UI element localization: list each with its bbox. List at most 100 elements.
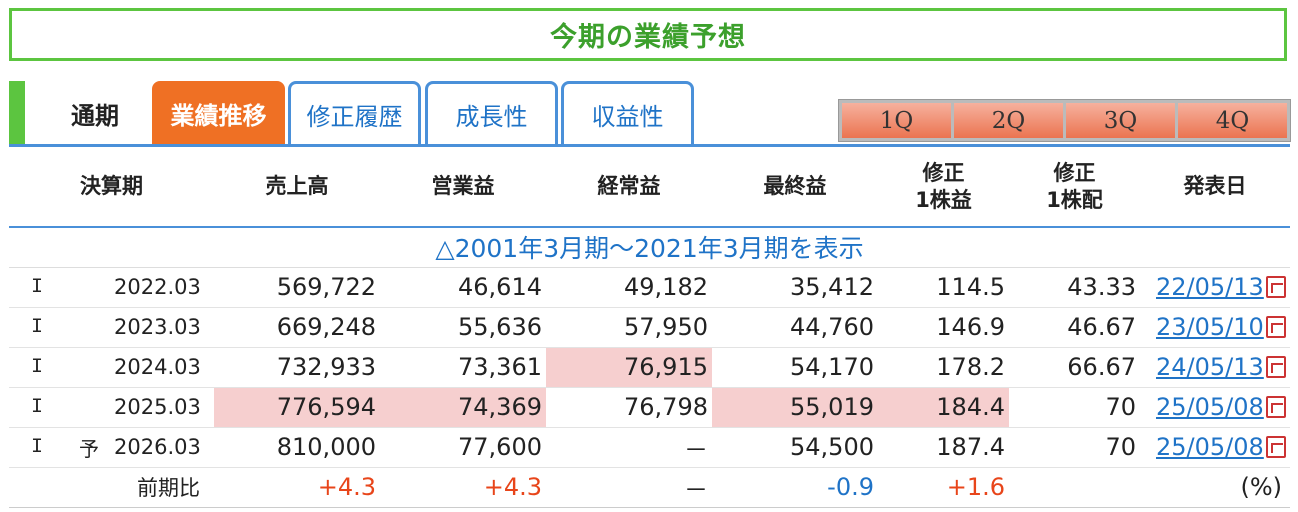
row-ordinary: 49,182 bbox=[546, 267, 712, 308]
row-eps: 114.5 bbox=[878, 267, 1009, 308]
header-net: 最終益 bbox=[712, 147, 878, 228]
row-kind: I bbox=[9, 387, 64, 428]
pdf-icon[interactable] bbox=[1265, 436, 1286, 458]
yoy-eps: +1.6 bbox=[878, 467, 1009, 508]
row-operating: 46,614 bbox=[380, 267, 546, 308]
row-kind: I bbox=[9, 267, 64, 308]
header-eps-line1: 修正 bbox=[922, 160, 965, 185]
header-period: 決算期 bbox=[9, 147, 214, 228]
header-operating: 営業益 bbox=[380, 147, 546, 228]
row-kind: I bbox=[9, 427, 64, 468]
title-box: 今期の業績予想 bbox=[9, 8, 1287, 61]
header-date: 発表日 bbox=[1140, 147, 1290, 228]
header-div: 修正 1株配 bbox=[1009, 147, 1140, 228]
expand-history-row: △2001年3月期〜2021年3月期を表示 bbox=[9, 227, 1290, 268]
header-div-line2: 1株配 bbox=[1046, 187, 1103, 212]
row-net: 54,500 bbox=[712, 427, 878, 468]
pdf-icon[interactable] bbox=[1265, 316, 1286, 338]
yoy-sales: +4.3 bbox=[214, 467, 380, 508]
page-title: 今期の業績予想 bbox=[550, 22, 746, 53]
table-row: I 2024.03 732,933 73,361 76,915 54,170 1… bbox=[9, 347, 1290, 388]
row-div: 70 bbox=[1009, 427, 1140, 468]
row-net: 54,170 bbox=[712, 347, 878, 388]
row-forecast-mark bbox=[64, 347, 114, 388]
row-eps: 184.4 bbox=[878, 387, 1009, 428]
row-ordinary: 57,950 bbox=[546, 307, 712, 348]
expand-history-link[interactable]: △2001年3月期〜2021年3月期を表示 bbox=[9, 227, 1290, 268]
quarter-button-3q[interactable]: 3Q bbox=[1066, 103, 1175, 138]
header-sales: 売上高 bbox=[214, 147, 380, 228]
yoy-net: -0.9 bbox=[712, 467, 878, 508]
row-date-cell: 23/05/10 bbox=[1140, 307, 1290, 348]
table-row: I 2023.03 669,248 55,636 57,950 44,760 1… bbox=[9, 307, 1290, 348]
row-eps: 178.2 bbox=[878, 347, 1009, 388]
row-forecast-mark bbox=[64, 267, 114, 308]
date-link[interactable]: 23/05/10 bbox=[1156, 313, 1264, 341]
row-date-cell: 25/05/08 bbox=[1140, 427, 1290, 468]
row-div: 46.67 bbox=[1009, 307, 1140, 348]
table-row: I 2025.03 776,594 74,369 76,798 55,019 1… bbox=[9, 387, 1290, 428]
header-eps-line2: 1株益 bbox=[915, 187, 972, 212]
row-eps: 187.4 bbox=[878, 427, 1009, 468]
row-operating: 74,369 bbox=[380, 387, 546, 428]
pdf-icon[interactable] bbox=[1265, 356, 1286, 378]
yoy-row: 前期比 +4.3 +4.3 － -0.9 +1.6 (%) bbox=[9, 467, 1290, 508]
table-header-row: 決算期 売上高 営業益 経常益 最終益 修正 1株益 修正 1株配 発表日 bbox=[9, 147, 1290, 228]
tab-tsuki[interactable]: 通期 bbox=[71, 101, 119, 130]
yoy-unit: (%) bbox=[1140, 467, 1290, 508]
tab-underline bbox=[9, 144, 1290, 147]
quarter-buttons: 1Q 2Q 3Q 4Q bbox=[838, 99, 1291, 142]
row-kind: I bbox=[9, 347, 64, 388]
quarter-button-1q[interactable]: 1Q bbox=[842, 103, 951, 138]
quarter-button-4q[interactable]: 4Q bbox=[1178, 103, 1287, 138]
tab-accent-bar bbox=[9, 81, 25, 145]
row-forecast-mark: 予 bbox=[64, 427, 114, 468]
row-div: 43.33 bbox=[1009, 267, 1140, 308]
row-period: 2025.03 bbox=[114, 387, 214, 428]
date-link[interactable]: 25/05/08 bbox=[1156, 393, 1264, 421]
row-ordinary: 76,915 bbox=[546, 347, 712, 388]
yoy-operating: +4.3 bbox=[380, 467, 546, 508]
row-div: 70 bbox=[1009, 387, 1140, 428]
row-date-cell: 24/05/13 bbox=[1140, 347, 1290, 388]
row-date-cell: 22/05/13 bbox=[1140, 267, 1290, 308]
row-net: 55,019 bbox=[712, 387, 878, 428]
date-link[interactable]: 24/05/13 bbox=[1156, 353, 1264, 381]
table-row: I 予 2026.03 810,000 77,600 － 54,500 187.… bbox=[9, 427, 1290, 468]
row-sales: 776,594 bbox=[214, 387, 380, 428]
row-forecast-mark bbox=[64, 307, 114, 348]
row-sales: 669,248 bbox=[214, 307, 380, 348]
yoy-label: 前期比 bbox=[9, 467, 214, 508]
row-forecast-mark bbox=[64, 387, 114, 428]
row-period: 2022.03 bbox=[114, 267, 214, 308]
header-div-line1: 修正 bbox=[1053, 160, 1096, 185]
row-div: 66.67 bbox=[1009, 347, 1140, 388]
header-ordinary: 経常益 bbox=[546, 147, 712, 228]
row-period: 2024.03 bbox=[114, 347, 214, 388]
row-net: 35,412 bbox=[712, 267, 878, 308]
row-operating: 73,361 bbox=[380, 347, 546, 388]
quarter-button-2q[interactable]: 2Q bbox=[954, 103, 1063, 138]
date-link[interactable]: 25/05/08 bbox=[1156, 433, 1264, 461]
row-ordinary: 76,798 bbox=[546, 387, 712, 428]
header-eps: 修正 1株益 bbox=[878, 147, 1009, 228]
tab-shusei[interactable]: 修正履歴 bbox=[288, 81, 421, 145]
table-row: I 2022.03 569,722 46,614 49,182 35,412 1… bbox=[9, 267, 1290, 308]
row-period: 2026.03 bbox=[114, 427, 214, 468]
earnings-table: 決算期 売上高 営業益 経常益 最終益 修正 1株益 修正 1株配 発表日 △200… bbox=[9, 147, 1290, 508]
yoy-ordinary: － bbox=[546, 467, 712, 508]
row-net: 44,760 bbox=[712, 307, 878, 348]
row-ordinary: － bbox=[546, 427, 712, 468]
tab-seicho[interactable]: 成長性 bbox=[425, 81, 558, 145]
row-sales: 569,722 bbox=[214, 267, 380, 308]
pdf-icon[interactable] bbox=[1265, 276, 1286, 298]
date-link[interactable]: 22/05/13 bbox=[1156, 273, 1264, 301]
row-eps: 146.9 bbox=[878, 307, 1009, 348]
tab-gyoseki-active[interactable]: 業績推移 bbox=[152, 81, 285, 145]
tab-shueki[interactable]: 収益性 bbox=[561, 81, 694, 145]
row-sales: 810,000 bbox=[214, 427, 380, 468]
row-operating: 77,600 bbox=[380, 427, 546, 468]
row-period: 2023.03 bbox=[114, 307, 214, 348]
pdf-icon[interactable] bbox=[1265, 396, 1286, 418]
tab-bar: 通期 業績推移 修正履歴 成長性 収益性 1Q 2Q 3Q 4Q bbox=[9, 81, 1291, 145]
